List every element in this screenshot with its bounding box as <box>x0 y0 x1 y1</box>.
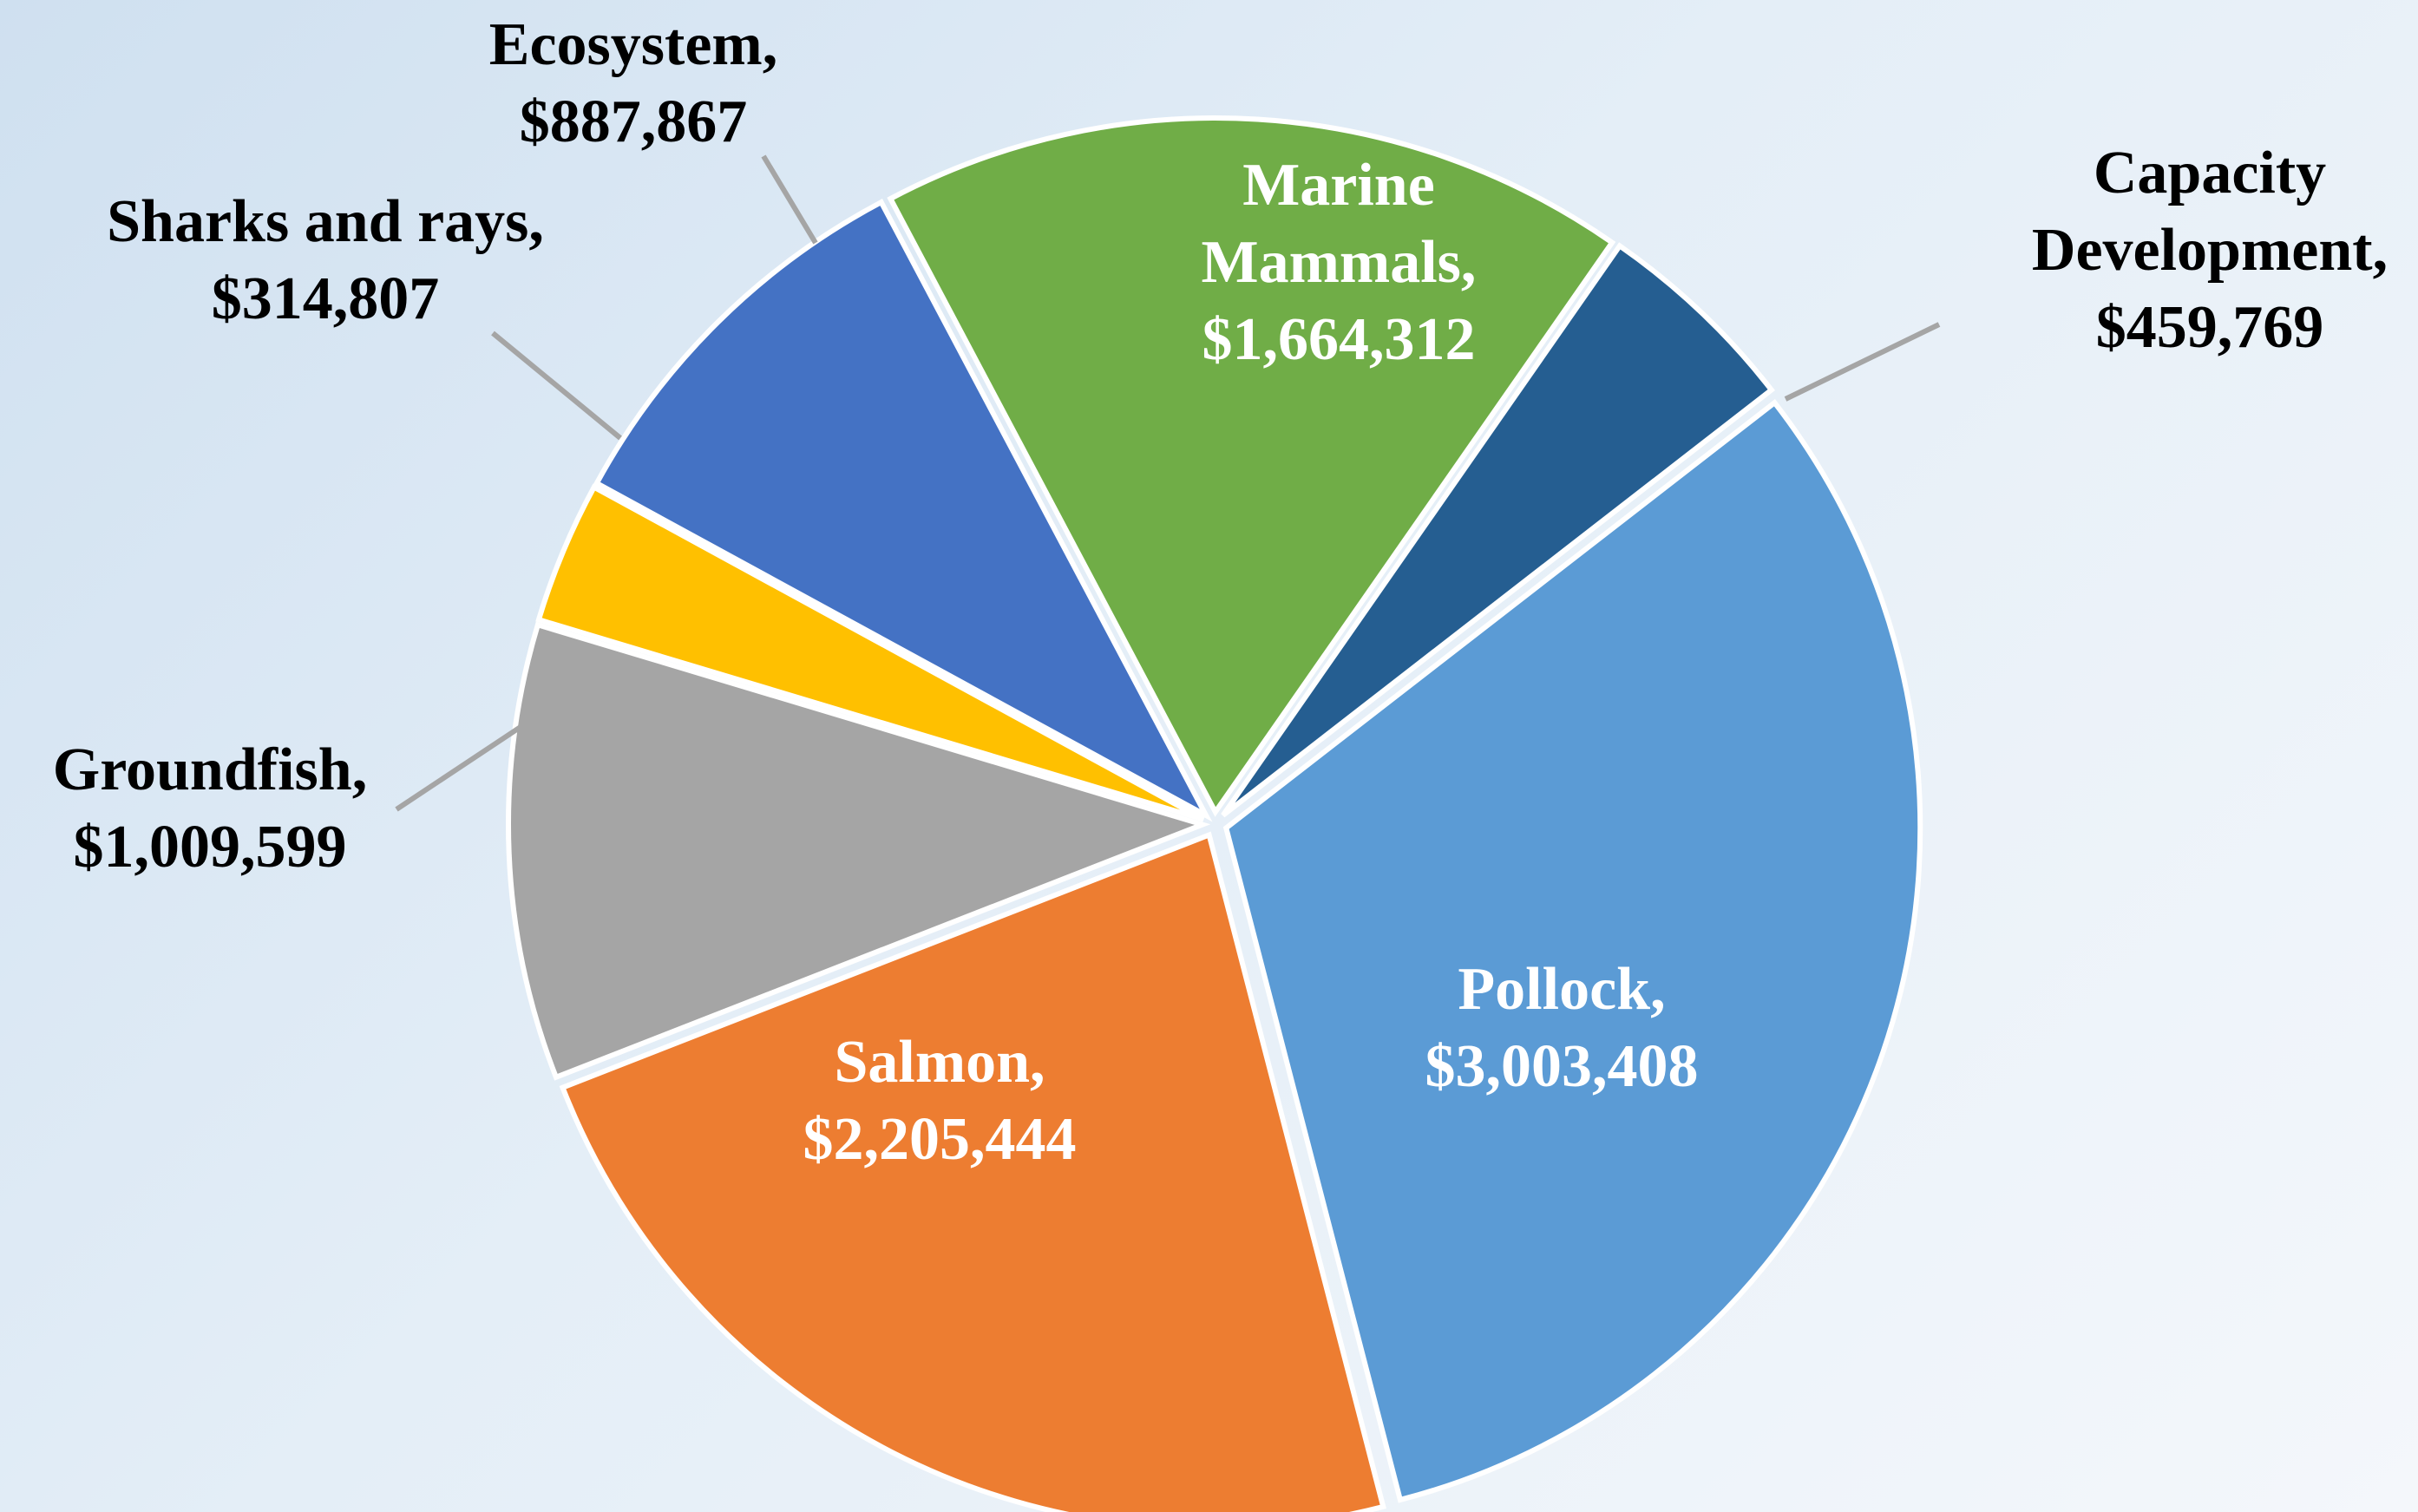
pie-slice-groundfish <box>506 621 1211 1081</box>
data-label-value: $314,807 <box>212 265 440 332</box>
data-label-category: Mammals, <box>1202 229 1477 296</box>
data-label-salmon: Salmon, $2,205,444 <box>803 1029 1077 1173</box>
data-label-value: $1,009,599 <box>74 814 347 880</box>
data-label-value: $2,205,444 <box>803 1106 1077 1173</box>
data-label-sharks-and-rays: Sharks and rays, $314,807 <box>107 188 544 332</box>
data-label-value: $3,003,408 <box>1425 1033 1699 1100</box>
pie-slice-marine-mammals <box>887 115 1616 817</box>
data-label-ecosystem: Ecosystem, $887,867 <box>489 11 777 155</box>
pie-slice-capacity-development <box>1221 242 1775 818</box>
data-label-category: Groundfish, <box>53 736 367 803</box>
leader-line-groundfish <box>395 724 522 812</box>
data-label-category: Sharks and rays, <box>107 188 544 255</box>
data-label-pollock: Pollock, $3,003,408 <box>1425 956 1699 1100</box>
data-label-value: $1,664,312 <box>1202 306 1476 373</box>
data-label-category: Marine <box>1242 152 1435 219</box>
data-label-value: $887,867 <box>520 88 748 155</box>
pie-slice-pollock <box>1222 398 1923 1503</box>
pie-slice-ecosystem <box>593 199 1213 822</box>
data-label-capacity-development: Capacity Development, $459,769 <box>2032 140 2388 361</box>
pie-slice-salmon <box>559 831 1386 1512</box>
data-label-category: Development, <box>2032 217 2388 284</box>
data-label-value: $459,769 <box>2096 294 2324 361</box>
leader-line-capacity-development <box>1784 322 1941 402</box>
data-label-groundfish: Groundfish, $1,009,599 <box>53 736 367 880</box>
leader-line-sharks-and-rays <box>491 331 622 441</box>
data-label-category: Capacity <box>2094 140 2326 206</box>
data-label-category: Pollock, <box>1458 956 1665 1023</box>
pie-slice-sharks-and-rays <box>535 483 1205 822</box>
data-label-marine-mammals: Marine Mammals, $1,664,312 <box>1202 152 1477 373</box>
leader-line-ecosystem <box>761 154 818 245</box>
data-label-category: Salmon, <box>834 1029 1045 1096</box>
data-label-category: Ecosystem, <box>489 11 777 78</box>
